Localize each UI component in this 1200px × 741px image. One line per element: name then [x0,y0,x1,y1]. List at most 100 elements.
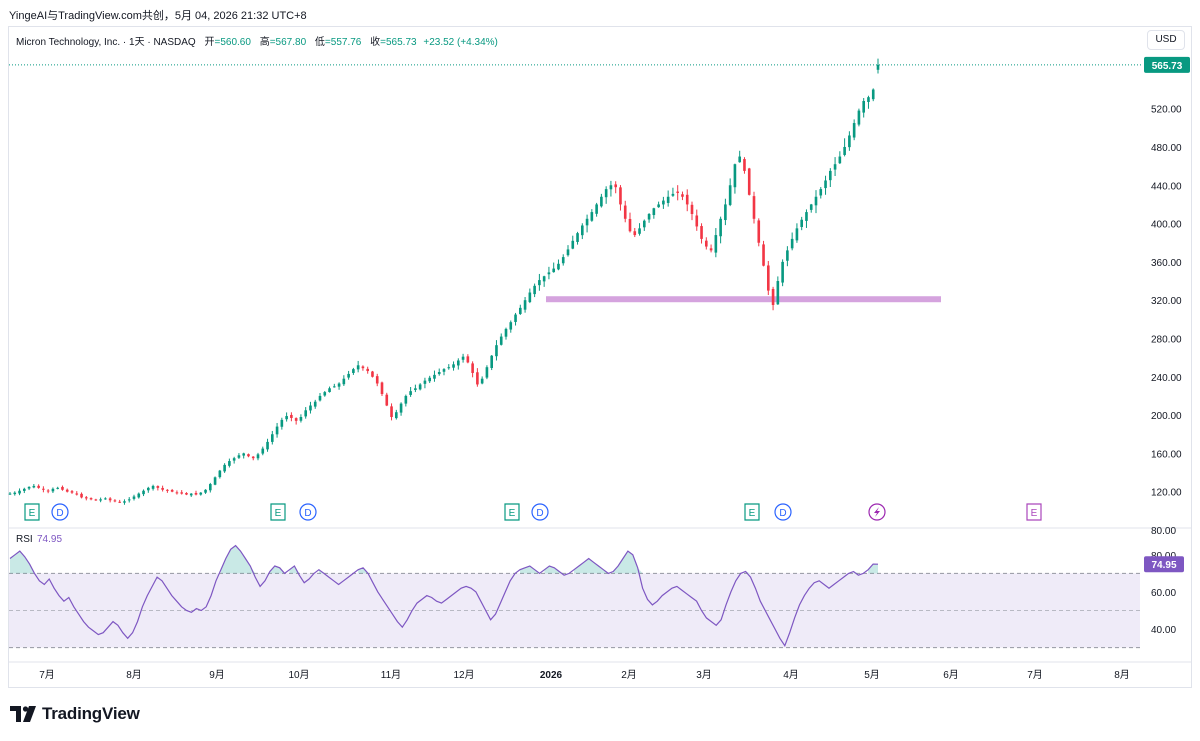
candle-body[interactable] [299,417,303,421]
candle-body[interactable] [609,185,613,190]
candle-body[interactable] [662,200,665,205]
candle-body[interactable] [776,281,780,305]
candle-body[interactable] [242,453,246,456]
candle-body[interactable] [580,225,584,236]
candle-body[interactable] [824,180,827,189]
candle-body[interactable] [185,492,188,495]
candle-body[interactable] [786,250,789,261]
earnings-icon[interactable] [24,503,40,521]
support-zone[interactable] [546,296,941,303]
candle-body[interactable] [146,487,150,491]
tradingview-logo[interactable]: TradingView [10,704,140,724]
candle-body[interactable] [199,492,203,495]
candle-body[interactable] [261,448,265,454]
candle-body[interactable] [113,500,117,502]
candle-body[interactable] [294,418,298,421]
candle-body[interactable] [394,412,398,419]
candle-body[interactable] [89,498,93,500]
earnings-icon[interactable] [744,503,760,521]
candle-body[interactable] [70,491,74,493]
candle-body[interactable] [223,464,226,472]
candle-body[interactable] [204,489,207,493]
candle-body[interactable] [270,434,274,442]
candle-body[interactable] [461,356,465,360]
earnings-icon[interactable] [504,503,520,521]
candle-body[interactable] [685,194,689,205]
dividend-icon[interactable] [51,503,69,521]
candle-body[interactable] [13,492,17,495]
candle-body[interactable] [142,490,145,495]
candle-body[interactable] [704,240,708,247]
candle-body[interactable] [337,383,341,387]
candle-body[interactable] [504,328,508,337]
candle-body[interactable] [585,218,589,226]
candle-body[interactable] [800,219,804,227]
candle-body[interactable] [528,292,532,303]
candle-body[interactable] [862,101,866,113]
candle-body[interactable] [857,110,861,125]
candle-body[interactable] [218,470,222,478]
candle-body[interactable] [700,226,703,239]
rsi-line[interactable] [9,544,879,648]
candle-body[interactable] [509,322,513,330]
candle-body[interactable] [819,189,823,196]
candle-body[interactable] [728,185,732,205]
candle-body[interactable] [99,499,102,501]
candle-body[interactable] [871,89,875,100]
candle-body[interactable] [328,388,331,393]
candle-body[interactable] [604,189,608,198]
candle-body[interactable] [280,419,284,427]
candle-body[interactable] [123,501,126,503]
candle-body[interactable] [538,280,541,286]
candle-body[interactable] [366,368,370,372]
candle-body[interactable] [733,164,737,188]
candle-body[interactable] [533,285,536,295]
candle-body[interactable] [18,490,21,494]
candle-body[interactable] [22,488,26,491]
candle-body[interactable] [180,492,184,494]
candle-body[interactable] [94,499,98,501]
candle-body[interactable] [232,458,236,461]
candle-body[interactable] [56,487,60,489]
candle-body[interactable] [127,499,131,501]
candle-body[interactable] [65,489,69,492]
candle-body[interactable] [61,486,64,490]
candle-body[interactable] [418,384,422,390]
candle-body[interactable] [385,394,389,406]
candle-body[interactable] [499,336,503,345]
candle-body[interactable] [623,205,627,219]
candle-body[interactable] [828,170,832,181]
candle-body[interactable] [409,391,412,395]
candle-body[interactable] [251,456,255,459]
candle-body[interactable] [347,373,350,378]
candle-body[interactable] [724,204,727,221]
dividend-icon[interactable] [774,503,792,521]
candle-body[interactable] [676,191,680,193]
candle-body[interactable] [805,212,808,221]
candle-body[interactable] [285,416,288,420]
earnings-icon[interactable] [270,503,286,521]
candle-body[interactable] [590,212,594,221]
candle-body[interactable] [561,257,565,264]
dividend-icon[interactable] [531,503,549,521]
candle-body[interactable] [752,196,756,219]
candle-body[interactable] [313,401,317,407]
candle-body[interactable] [371,371,374,377]
candle-body[interactable] [666,196,670,203]
candle-body[interactable] [51,488,55,492]
candle-body[interactable] [681,194,684,197]
candle-body[interactable] [433,374,436,379]
candle-body[interactable] [118,501,122,503]
candle-body[interactable] [652,208,656,216]
candle-body[interactable] [771,288,775,305]
candle-body[interactable] [170,489,174,492]
candle-body[interactable] [628,218,632,232]
candle-body[interactable] [480,378,484,384]
candle-body[interactable] [456,360,460,366]
candle-body[interactable] [37,485,40,488]
candle-body[interactable] [762,244,765,266]
candle-body[interactable] [695,215,699,227]
candle-body[interactable] [423,380,427,384]
candle-body[interactable] [671,193,675,196]
candle-body[interactable] [600,196,603,207]
